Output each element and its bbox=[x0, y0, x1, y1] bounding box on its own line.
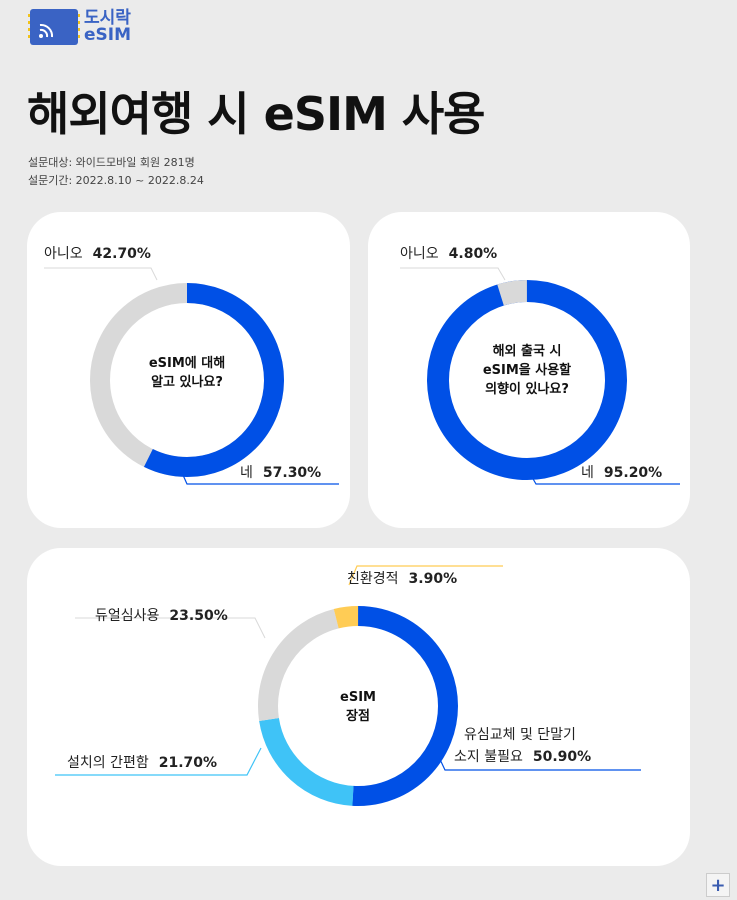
label-install: 설치의 간편함 21.70% bbox=[67, 755, 218, 771]
chart-question: 해외 출국 시 eSIM을 사용할 의향이 있나요? bbox=[482, 344, 572, 397]
brand-name: 도시락 bbox=[84, 8, 131, 28]
survey-target: 설문대상: 와이드모바일 회원 281명 bbox=[28, 156, 195, 169]
donut-chart-awareness bbox=[44, 267, 339, 485]
donut-chart-benefits bbox=[55, 565, 641, 806]
chart-question: eSIM 장점 bbox=[340, 690, 376, 724]
brand-logo: 도시락 eSIM bbox=[28, 8, 131, 46]
chart-card-awareness: 아니오 42.70% 네 57.30% eSIM에 대해 알고 있나요? bbox=[27, 212, 350, 528]
sim-chip-icon bbox=[28, 8, 80, 46]
chart-card-benefits: 친환경적 3.90% 듀얼심사용 23.50% 설치의 간편함 21.70% 유심교체… bbox=[27, 548, 690, 866]
brand-esim: eSIM bbox=[84, 25, 132, 45]
label-dual-sim: 듀얼심사용 23.50% bbox=[95, 608, 228, 624]
donut-chart-intent bbox=[400, 267, 680, 485]
survey-info: 설문대상: 와이드모바일 회원 281명 설문기간: 2022.8.10 ~ 2… bbox=[28, 154, 204, 190]
label-no: 아니오 4.80% bbox=[400, 246, 498, 262]
label-yes: 네 95.20% bbox=[581, 465, 663, 481]
label-eco: 친환경적 3.90% bbox=[347, 571, 458, 587]
label-usim: 유심교체 및 단말기 소지 불필요 50.90% bbox=[454, 727, 592, 765]
chart-card-intent: 아니오 4.80% 네 95.20% 해외 출국 시 eSIM을 사용할 의향이 있나요… bbox=[368, 212, 690, 528]
chart-question: eSIM에 대해 알고 있나요? bbox=[148, 356, 226, 390]
label-yes: 네 57.30% bbox=[240, 465, 322, 481]
page-title: 해외여행 시 eSIM 사용 bbox=[27, 87, 486, 141]
survey-period: 설문기간: 2022.8.10 ~ 2022.8.24 bbox=[28, 174, 204, 187]
zoom-in-button[interactable]: + bbox=[706, 873, 730, 897]
label-no: 아니오 42.70% bbox=[44, 246, 151, 262]
